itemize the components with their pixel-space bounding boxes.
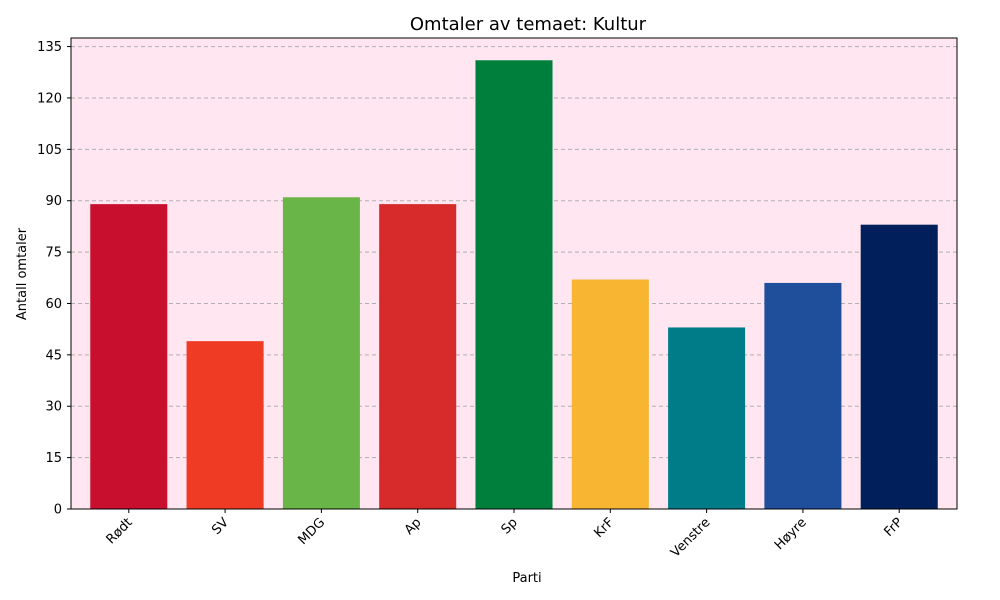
y-tick-label: 75 (45, 246, 62, 261)
y-tick-label: 135 (37, 40, 62, 55)
bar-KrF (571, 279, 649, 509)
x-tick-label: SV (209, 515, 232, 538)
chart-title: Omtaler av temaet: Kultur (410, 14, 647, 35)
x-tick-label: Høyre (772, 515, 810, 553)
y-tick-label: 45 (45, 348, 62, 363)
bar-MDG (282, 197, 360, 509)
bar-FrP (860, 224, 938, 510)
y-tick-label: 105 (37, 143, 62, 158)
x-tick-label: MDG (295, 515, 328, 548)
x-axis-label: Parti (512, 571, 541, 586)
y-tick-label: 15 (45, 451, 62, 466)
x-axis-ticks: Rødt SV MDG Ap Sp KrF Venstre Høyre FrP (104, 509, 906, 561)
x-tick-label: Venstre (668, 515, 713, 560)
y-tick-label: 0 (54, 503, 62, 518)
y-axis-ticks: 0 15 30 45 60 75 90 105 120 135 (37, 40, 71, 518)
y-tick-label: 90 (45, 194, 62, 209)
x-tick-label: Sp (499, 515, 521, 537)
x-tick-label: Ap (402, 515, 425, 538)
bar-Ap (379, 204, 457, 509)
bar-Sp (475, 60, 553, 510)
x-tick-label: FrP (881, 515, 906, 540)
bars (90, 60, 938, 510)
x-tick-label: KrF (591, 515, 617, 541)
bar-Rødt (90, 204, 168, 509)
bar-Venstre (668, 327, 746, 509)
x-tick-label: Rødt (104, 515, 136, 547)
y-tick-label: 30 (45, 400, 62, 415)
y-axis-label: Antall omtaler (15, 227, 30, 320)
bar-Høyre (764, 282, 842, 509)
bar-SV (186, 341, 264, 509)
y-tick-label: 60 (45, 297, 62, 312)
y-tick-label: 120 (37, 91, 62, 106)
